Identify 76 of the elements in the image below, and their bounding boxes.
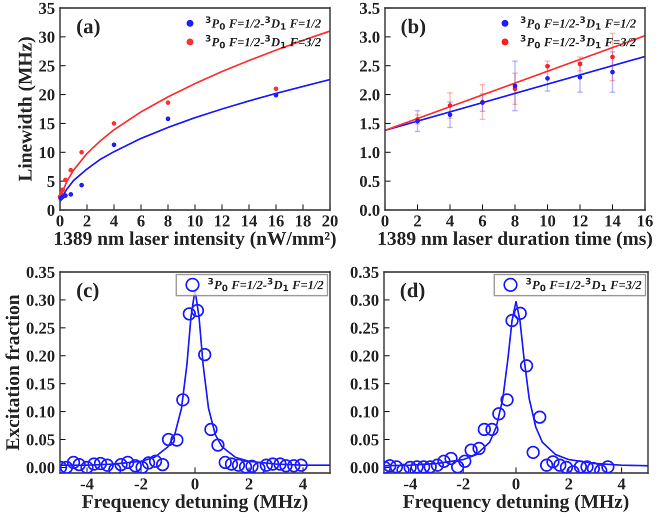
y-tick-label: 0.30	[26, 294, 55, 306]
y-tick-label: 5	[47, 176, 55, 188]
x-tick-label: 0	[381, 215, 389, 227]
x-tick-label: 4	[618, 478, 626, 490]
x-tick-label: 16	[269, 215, 284, 227]
y-tick-label: 0.10	[350, 406, 379, 418]
y-tick-label: 0.05	[350, 434, 379, 446]
y-tick-label: 0.25	[350, 322, 379, 334]
x-tick-label: 6	[478, 215, 486, 227]
x-tick-label: 10	[540, 215, 556, 227]
x-tick-label: 0	[512, 478, 520, 490]
annotation: (c)	[77, 282, 98, 302]
y-tick-label: 2.5	[360, 60, 380, 72]
y-tick-label: 0.15	[350, 378, 379, 390]
y-tick-label: 25	[39, 60, 55, 72]
x-tick-label: 20	[322, 215, 338, 227]
x-tick-label: 14	[606, 215, 621, 226]
x-tick-label: -2	[134, 478, 148, 490]
x-tick-label: 10	[188, 215, 203, 227]
y-axis-title: Linewidth (MHz)	[18, 37, 36, 182]
legend-label: $^{3}$P$_{0}$ F=1/2-$^{3}$D$_{1}$ F=1/2	[520, 16, 636, 30]
x-tick-label: 6	[137, 215, 145, 227]
annotation: (b)	[402, 18, 426, 38]
y-tick-label: 3.5	[360, 2, 380, 14]
x-tick-label: 4	[110, 215, 118, 226]
y-tick-label: 0.20	[26, 350, 55, 362]
x-tick-label: 8	[164, 215, 172, 227]
annotation: (a)	[77, 18, 100, 38]
x-tick-label: 4	[446, 215, 454, 226]
x-axis-title: 1389 nm laser duration time (ms)	[378, 231, 652, 249]
x-axis-title: Frequency detuning (MHz)	[403, 494, 628, 512]
x-tick-label: 14	[242, 215, 258, 226]
y-tick-label: 0.25	[26, 322, 55, 334]
y-tick-label: 15	[40, 118, 55, 130]
y-axis-title: Excitation fraction	[5, 294, 20, 450]
y-tick-label: 30	[39, 32, 55, 43]
y-tick-label: 0.35	[350, 266, 379, 278]
y-tick-label: 0.20	[350, 350, 379, 362]
y-tick-label: 0.00	[350, 462, 379, 474]
y-tick-label: 0.10	[26, 406, 55, 418]
y-tick-label: 1.5	[360, 118, 380, 130]
x-tick-label: 12	[215, 215, 230, 226]
x-tick-label: 12	[573, 215, 588, 226]
annotation: (d)	[400, 282, 424, 302]
y-tick-label: 0.00	[26, 462, 55, 474]
y-tick-label: 1.0	[360, 146, 380, 158]
x-tick-label: 0	[191, 478, 199, 490]
x-tick-label: 0	[56, 215, 64, 227]
legend-label: $^{3}$P$_{0}$ F=1/2-$^{3}$D$_{1}$ F=3/2	[526, 278, 642, 292]
x-tick-label: -4	[404, 478, 418, 490]
x-tick-label: 2	[246, 478, 252, 490]
y-tick-label: 3.0	[360, 32, 380, 43]
x-tick-label: 2	[84, 215, 90, 226]
legend-label: $^{3}$P$_{0}$ F=1/2-$^{3}$D$_{1}$ F=1/2	[206, 16, 321, 30]
y-tick-label: 0.5	[360, 176, 380, 188]
y-tick-label: 0.05	[26, 434, 55, 446]
x-tick-label: 2	[565, 478, 572, 490]
y-tick-label: 0.15	[26, 378, 55, 390]
y-tick-label: 0	[47, 204, 55, 216]
x-axis-title: Frequency detuning (MHz)	[82, 494, 308, 512]
x-tick-label: 18	[296, 215, 311, 227]
x-axis-title: 1389 nm laser intensity (nW/mm²)	[55, 231, 336, 250]
y-tick-label: 0.35	[26, 266, 55, 278]
y-tick-label: 0.30	[350, 294, 379, 306]
y-tick-label: 20	[39, 89, 55, 101]
y-tick-label: 0.0	[360, 204, 380, 216]
x-tick-label: 2	[414, 215, 421, 226]
legend-label: $^{3}$P$_{0}$ F=1/2-$^{3}$D$_{1}$ F=1/2	[208, 278, 324, 292]
y-tick-label: 2.0	[360, 89, 380, 101]
x-tick-label: 4	[299, 478, 307, 490]
y-tick-label: 35	[39, 2, 55, 14]
y-tick-label: 10	[40, 146, 55, 158]
x-tick-label: -4	[80, 478, 94, 490]
x-tick-label: -2	[456, 478, 470, 490]
x-tick-label: 8	[511, 215, 519, 227]
x-tick-label: 16	[638, 215, 653, 227]
